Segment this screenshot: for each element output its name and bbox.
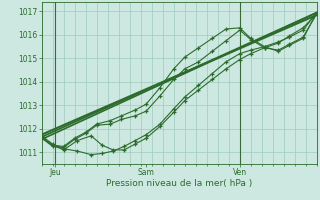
X-axis label: Pression niveau de la mer( hPa ): Pression niveau de la mer( hPa ) [106, 179, 252, 188]
